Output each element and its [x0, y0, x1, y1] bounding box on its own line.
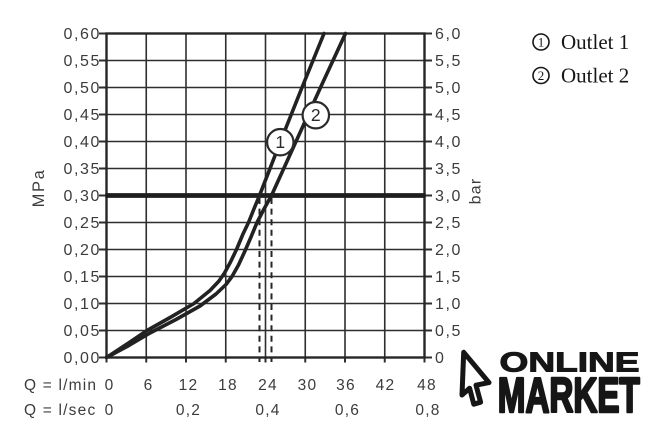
- svg-text:bar: bar: [468, 178, 485, 205]
- svg-text:1,0: 1,0: [435, 296, 462, 313]
- svg-text:0,5: 0,5: [435, 323, 462, 340]
- svg-text:ONLINE: ONLINE: [500, 347, 640, 378]
- svg-text:2,0: 2,0: [435, 242, 462, 259]
- svg-text:6,0: 6,0: [435, 26, 462, 43]
- svg-text:0,00: 0,00: [63, 350, 101, 367]
- svg-text:24: 24: [258, 377, 278, 394]
- svg-text:Outlet 2: Outlet 2: [561, 64, 629, 88]
- svg-text:Q = l/min: Q = l/min: [24, 377, 97, 394]
- svg-text:48: 48: [417, 377, 437, 394]
- svg-text:6: 6: [144, 377, 154, 394]
- svg-text:1,5: 1,5: [435, 269, 462, 286]
- svg-text:42: 42: [376, 377, 396, 394]
- svg-text:18: 18: [218, 377, 238, 394]
- svg-text:0,05: 0,05: [63, 323, 101, 340]
- svg-text:0,45: 0,45: [63, 107, 101, 124]
- svg-text:2,5: 2,5: [435, 215, 462, 232]
- svg-text:0,30: 0,30: [63, 188, 101, 205]
- svg-text:0,2: 0,2: [176, 402, 201, 419]
- svg-text:2: 2: [538, 68, 545, 83]
- svg-text:36: 36: [336, 377, 356, 394]
- svg-text:30: 30: [298, 377, 318, 394]
- svg-text:0,35: 0,35: [63, 161, 101, 178]
- svg-text:4,0: 4,0: [435, 134, 462, 151]
- svg-text:3,0: 3,0: [435, 188, 462, 205]
- svg-text:0,50: 0,50: [63, 80, 101, 97]
- svg-text:0,6: 0,6: [335, 402, 360, 419]
- svg-text:5,0: 5,0: [435, 80, 462, 97]
- svg-text:0: 0: [105, 377, 115, 394]
- svg-text:1: 1: [275, 132, 285, 152]
- svg-text:0,10: 0,10: [63, 296, 101, 313]
- svg-text:0: 0: [435, 350, 446, 367]
- svg-text:Outlet 1: Outlet 1: [561, 30, 629, 54]
- svg-text:3,5: 3,5: [435, 161, 462, 178]
- svg-text:0,55: 0,55: [63, 53, 101, 70]
- svg-text:2: 2: [311, 105, 321, 125]
- svg-text:0,40: 0,40: [63, 134, 101, 151]
- svg-text:12: 12: [179, 377, 199, 394]
- svg-text:0: 0: [105, 402, 115, 419]
- svg-text:0,15: 0,15: [63, 269, 101, 286]
- svg-text:4,5: 4,5: [435, 107, 462, 124]
- svg-text:Q = l/sec: Q = l/sec: [24, 402, 96, 419]
- svg-text:0,25: 0,25: [63, 215, 101, 232]
- svg-text:0,20: 0,20: [63, 242, 101, 259]
- svg-text:1: 1: [538, 35, 545, 50]
- svg-text:MARKET: MARKET: [498, 369, 640, 423]
- svg-text:0,4: 0,4: [255, 402, 280, 419]
- svg-text:0,8: 0,8: [415, 402, 440, 419]
- svg-text:MPa: MPa: [30, 169, 48, 208]
- svg-text:0,60: 0,60: [63, 26, 101, 43]
- svg-text:5,5: 5,5: [435, 53, 462, 70]
